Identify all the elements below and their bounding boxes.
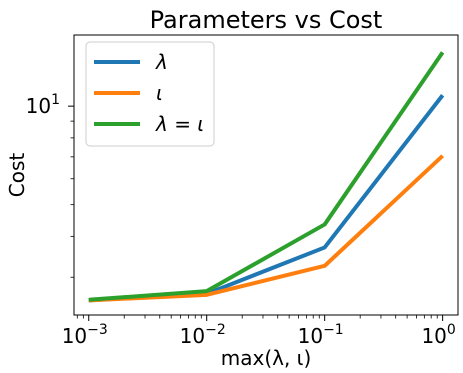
legend-label-3: λ = ι bbox=[155, 112, 204, 136]
major-ticks bbox=[68, 105, 444, 321]
legend: λι λ = ι bbox=[85, 41, 215, 147]
minor-ticks bbox=[70, 120, 438, 319]
series-line-3 bbox=[88, 51, 445, 302]
legend-label-1: λ bbox=[155, 50, 168, 74]
x-tick-label: 100 bbox=[421, 322, 455, 348]
series-line-2 bbox=[88, 154, 444, 303]
series-lines bbox=[88, 51, 445, 303]
x-axis-label: max(λ, ι) bbox=[221, 346, 312, 370]
legend-frame bbox=[85, 41, 215, 147]
x-tick-label: 10−1 bbox=[298, 322, 344, 348]
x-tick-label: 10−3 bbox=[62, 322, 108, 348]
y-axis-label: Cost bbox=[5, 153, 29, 198]
y-tick-label: 101 bbox=[26, 92, 60, 118]
chart-title: Parameters vs Cost bbox=[150, 6, 383, 34]
legend-label-2: ι bbox=[156, 81, 163, 105]
x-tick-label: 10−2 bbox=[180, 322, 226, 348]
